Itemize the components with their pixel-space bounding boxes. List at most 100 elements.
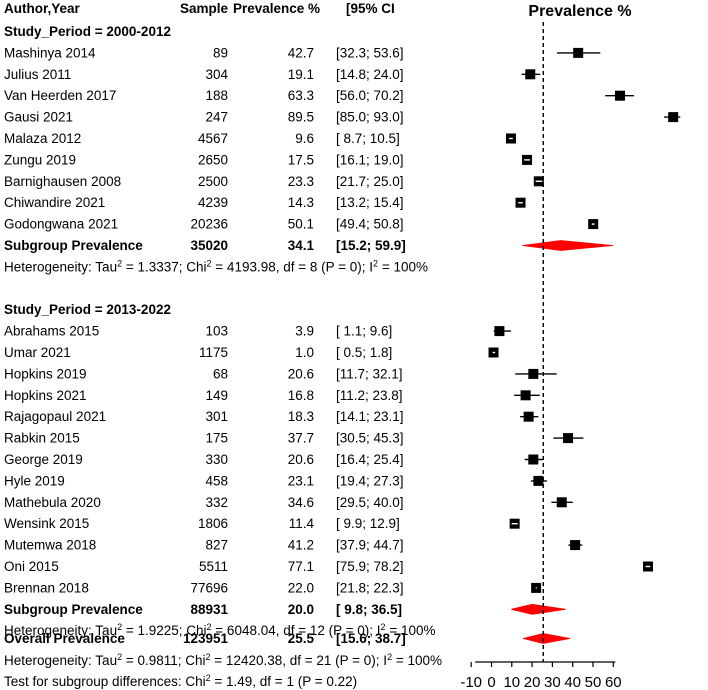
table-row: Rabkin 2015 175 37.7 [30.5; 45.3] (4, 431, 404, 446)
study-author: Wensink 2015 (4, 516, 89, 531)
study-sample: 301 (205, 409, 228, 424)
point-estimate (668, 112, 678, 122)
subgroup-summary-sample: 88931 (190, 602, 228, 617)
study-prevalence: 19.1 (288, 67, 314, 82)
table-row: Zungu 2019 2650 17.5 [16.1; 19.0] (4, 152, 404, 167)
study-prevalence: 20.6 (288, 452, 314, 467)
point-estimate (573, 48, 583, 58)
study-prevalence: 23.1 (288, 473, 314, 488)
study-author: Hopkins 2021 (4, 388, 87, 403)
table-row: Van Heerden 2017 188 63.3 [56.0; 70.2] (4, 88, 404, 103)
study-prevalence: 20.6 (288, 366, 314, 381)
subgroup-summary-row: Subgroup Prevalence 35020 34.1 [15.2; 59.9] (4, 238, 406, 253)
subgroup-summary-ci: [ 9.8; 36.5] (336, 602, 402, 617)
study-ci: [ 8.7; 10.5] (336, 131, 400, 146)
study-sample: 89 (213, 45, 228, 60)
study-prevalence: 89.5 (288, 110, 314, 125)
study-ci: [49.4; 50.8] (336, 217, 404, 232)
test-chi2: = 1.49, df = 1 (P = 0.22) (211, 674, 357, 689)
study-prevalence: 11.4 (289, 516, 315, 531)
study-ci: [14.8; 24.0] (336, 67, 404, 82)
study-author: Abrahams 2015 (4, 324, 99, 339)
subgroup-summary-prevalence: 34.1 (288, 238, 315, 253)
table-row: Brennan 2018 77696 22.0 [21.8; 22.3] (4, 580, 404, 595)
study-prevalence: 77.1 (288, 559, 314, 574)
study-sample: 20236 (190, 217, 228, 232)
study-author: Godongwana 2021 (4, 217, 118, 232)
study-prevalence: 14.3 (288, 195, 314, 210)
study-author: Rajagopaul 2021 (4, 409, 106, 424)
point-estimate (563, 433, 573, 443)
subgroup-summary-label: Subgroup Prevalence (4, 602, 143, 617)
study-sample: 2500 (198, 174, 228, 189)
study-sample: 1175 (199, 345, 228, 360)
point-estimate (528, 369, 538, 379)
study-prevalence: 17.5 (288, 152, 314, 167)
plot-area (489, 22, 681, 662)
point-estimate (557, 497, 567, 507)
study-author: Julius 2011 (4, 67, 71, 82)
study-ci: [21.7; 25.0] (336, 174, 404, 189)
table-row: Hopkins 2019 68 20.6 [11.7; 32.1] (4, 366, 403, 381)
het-tau2: = 1.3337; Chi (122, 259, 206, 274)
overall-ci: [15.6; 38.7] (336, 631, 406, 646)
study-ci: [85.0; 93.0] (336, 110, 404, 125)
point-estimate (528, 455, 538, 465)
study-sample: 175 (205, 431, 228, 446)
het-label: Heterogeneity: Tau (4, 653, 117, 668)
study-sample: 1806 (198, 516, 228, 531)
point-estimate (615, 91, 625, 101)
het-label: Heterogeneity: Tau (4, 259, 117, 274)
table-row: Hopkins 2021 149 16.8 [11.2; 23.8] (4, 388, 403, 403)
study-sample: 68 (213, 366, 228, 381)
overall-label: Overall Prevalence (4, 631, 125, 646)
study-author: Mathebula 2020 (4, 495, 101, 510)
study-sample: 458 (205, 473, 228, 488)
study-prevalence: 42.7 (288, 45, 314, 60)
study-author: Malaza 2012 (4, 131, 81, 146)
study-ci: [ 0.5; 1.8] (336, 345, 392, 360)
study-ci: [19.4; 27.3] (336, 473, 404, 488)
table-row: Oni 2015 5511 77.1 [75.9; 78.2] (4, 559, 404, 574)
study-author: Brennan 2018 (4, 580, 89, 595)
study-ci: [56.0; 70.2] (336, 88, 404, 103)
x-tick-label: 20 (524, 674, 541, 690)
study-ci: [16.4; 25.4] (336, 452, 404, 467)
study-ci: [29.5; 40.0] (336, 495, 404, 510)
table-row: Mashinya 2014 89 42.7 [32.3; 53.6] (4, 45, 404, 60)
subgroup-heterogeneity: Heterogeneity: Tau2 = 1.3337; Chi2 = 419… (4, 258, 428, 274)
table-row: Hyle 2019 458 23.1 [19.4; 27.3] (4, 473, 404, 488)
study-prevalence: 50.1 (288, 217, 314, 232)
chart-title: Prevalence % (528, 3, 631, 20)
study-sample: 188 (205, 88, 228, 103)
subgroup-summary-prevalence: 20.0 (288, 602, 314, 617)
study-prevalence: 63.3 (288, 88, 314, 103)
point-estimate (525, 69, 535, 79)
study-prevalence: 18.3 (288, 409, 314, 424)
column-headers: Author,Year Sample Prevalence % [95% CI Prev… (4, 1, 632, 20)
overall-diamond (523, 634, 570, 644)
table-row: Barnighausen 2008 2500 23.3 [21.7; 25.0] (4, 174, 404, 189)
study-author: Mutemwa 2018 (4, 538, 96, 553)
study-sample: 330 (205, 452, 228, 467)
overall-heterogeneity: Heterogeneity: Tau2 = 0.9811; Chi2 = 124… (4, 652, 442, 668)
overall-sample: 123951 (183, 631, 229, 646)
study-ci: [32.3; 53.6] (336, 45, 404, 60)
table-row: Rajagopaul 2021 301 18.3 [14.1; 23.1] (4, 409, 404, 424)
subgroup-summary-row: Subgroup Prevalence 88931 20.0 [ 9.8; 36.5] (4, 602, 402, 617)
study-author: Hyle 2019 (4, 473, 65, 488)
x-tick-label: 0 (487, 674, 495, 690)
study-prevalence: 3.9 (295, 324, 314, 339)
col-author-header: Author,Year (4, 1, 81, 16)
study-prevalence: 37.7 (288, 431, 314, 446)
overall-prevalence: 25.5 (288, 631, 315, 646)
x-tick-label: 10 (503, 674, 520, 690)
study-prevalence: 34.6 (288, 495, 314, 510)
study-table: Study_Period = 2000-2012 Mashinya 2014 89 4… (4, 24, 442, 689)
study-ci: [14.1; 23.1] (336, 409, 404, 424)
het-i2: = 100% (378, 259, 428, 274)
col-ci-header: [95% CI (346, 1, 395, 16)
point-estimate (521, 390, 531, 400)
study-author: Zungu 2019 (4, 152, 76, 167)
study-sample: 304 (205, 67, 228, 82)
